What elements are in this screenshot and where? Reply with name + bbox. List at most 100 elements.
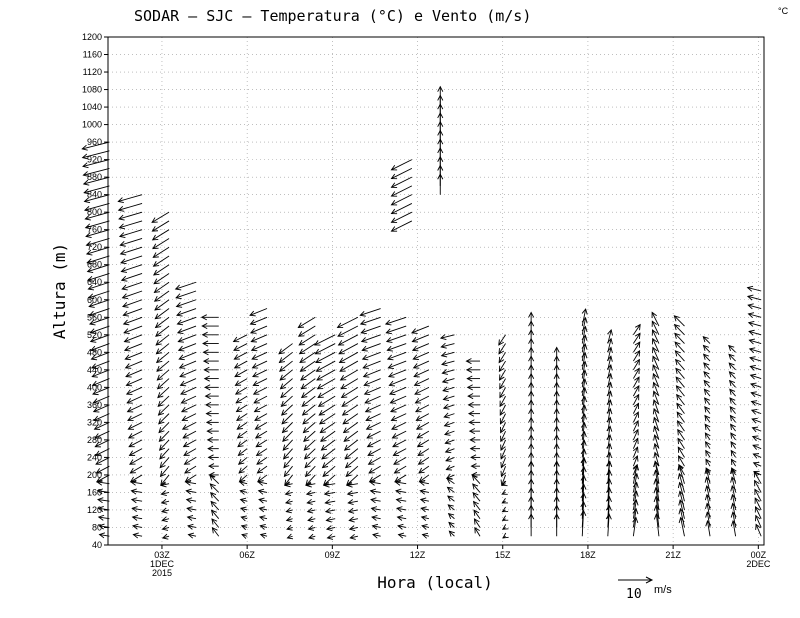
wind-vector (731, 477, 737, 493)
wind-vector (581, 361, 586, 379)
wind-vector (260, 534, 268, 537)
wind-vector (748, 304, 762, 309)
wind-vector-head (306, 498, 313, 505)
wind-vector (85, 220, 110, 229)
wind-vector (653, 382, 660, 397)
wind-vector (93, 395, 110, 404)
wind-vector (119, 229, 143, 237)
wind-vector-head (441, 369, 448, 375)
wind-vector-head (705, 441, 711, 448)
wind-vector-head (175, 302, 183, 308)
wind-vector (412, 343, 430, 351)
wind-vector (445, 439, 455, 444)
wind-vector (132, 507, 143, 511)
wind-vector (704, 406, 711, 414)
wind-vector-head (446, 486, 454, 493)
wind-vector (581, 405, 586, 423)
wind-vector-head (387, 372, 395, 378)
wind-vector-head (315, 357, 322, 363)
wind-vector (413, 360, 430, 369)
wind-vector-head (390, 415, 398, 422)
wind-vector-head (239, 506, 247, 513)
wind-vector (387, 343, 407, 351)
wind-vector (704, 415, 711, 423)
wind-vector-head (201, 323, 208, 330)
wind-vector-head (748, 347, 756, 354)
wind-vector (703, 371, 711, 379)
wind-vector (160, 465, 170, 477)
wind-vector-head (501, 489, 508, 495)
wind-vector (472, 492, 481, 502)
wind-vector (87, 264, 110, 272)
wind-vector (118, 211, 143, 220)
wind-vector-head (208, 471, 215, 478)
wind-vector-head (254, 415, 261, 421)
wind-vector (251, 334, 268, 343)
wind-vector (581, 484, 585, 510)
wind-vector (651, 312, 660, 327)
wind-vector-head (391, 433, 399, 439)
wind-vector (281, 395, 293, 407)
wind-vector (654, 426, 660, 441)
wind-vector-head (633, 393, 640, 401)
wind-vector (323, 474, 336, 486)
wind-vector-head (390, 226, 398, 232)
wind-vector-head (297, 331, 305, 337)
wind-vector-head (677, 437, 684, 445)
wind-vector (607, 382, 612, 397)
wind-vector-head (581, 395, 588, 403)
wind-vector (361, 334, 381, 343)
wind-vector-head (203, 375, 210, 382)
wind-vector (706, 512, 711, 528)
wind-vector (236, 422, 248, 430)
wind-vector (581, 449, 585, 467)
wind-vector (84, 202, 110, 211)
wind-vector-head (93, 415, 100, 422)
wind-vector (280, 387, 293, 398)
wind-vector-head (160, 479, 167, 486)
wind-vector (254, 413, 268, 421)
wind-vector (186, 490, 197, 493)
wind-vector (500, 413, 506, 425)
wind-vector (748, 330, 762, 336)
wind-vector (632, 482, 638, 502)
wind-vector (676, 385, 685, 397)
wind-vector (674, 341, 685, 353)
wind-vector (731, 494, 737, 511)
wind-vector-head (81, 153, 89, 160)
wind-vector (326, 518, 336, 521)
wind-vector-head (119, 240, 126, 247)
wind-vector-head (749, 356, 756, 362)
y-tick-label: 840 (87, 190, 102, 200)
wind-vector-head (634, 376, 640, 383)
wind-vector (346, 474, 359, 486)
wind-vector (674, 333, 685, 344)
wind-vector (705, 467, 711, 476)
wind-vector (348, 500, 358, 504)
x-tick-label: 15Z (495, 550, 511, 560)
wind-vector-head (121, 293, 129, 300)
wind-vector-head (128, 450, 136, 456)
wind-vector-head (501, 515, 509, 521)
wind-vector (161, 492, 170, 495)
wind-vector-head (82, 179, 90, 186)
wind-vector-head (240, 524, 248, 531)
wind-vector (89, 299, 110, 307)
wind-vector (235, 395, 248, 404)
wind-vector-head (412, 363, 420, 369)
wind-vector-head (441, 360, 448, 367)
wind-vector (326, 527, 336, 530)
wind-vector (301, 386, 316, 398)
wind-vector (446, 474, 455, 479)
wind-vector (500, 448, 506, 460)
y-tick-label: 520 (87, 330, 102, 340)
reference-arrow-head (645, 576, 654, 584)
wind-vector (679, 482, 685, 502)
wind-vector (187, 516, 197, 520)
wind-vector (350, 535, 359, 539)
wind-vector-head (678, 463, 684, 471)
wind-vector (391, 185, 413, 197)
wind-vector (126, 378, 143, 386)
wind-vector-head (126, 406, 134, 413)
wind-vector (184, 457, 197, 465)
